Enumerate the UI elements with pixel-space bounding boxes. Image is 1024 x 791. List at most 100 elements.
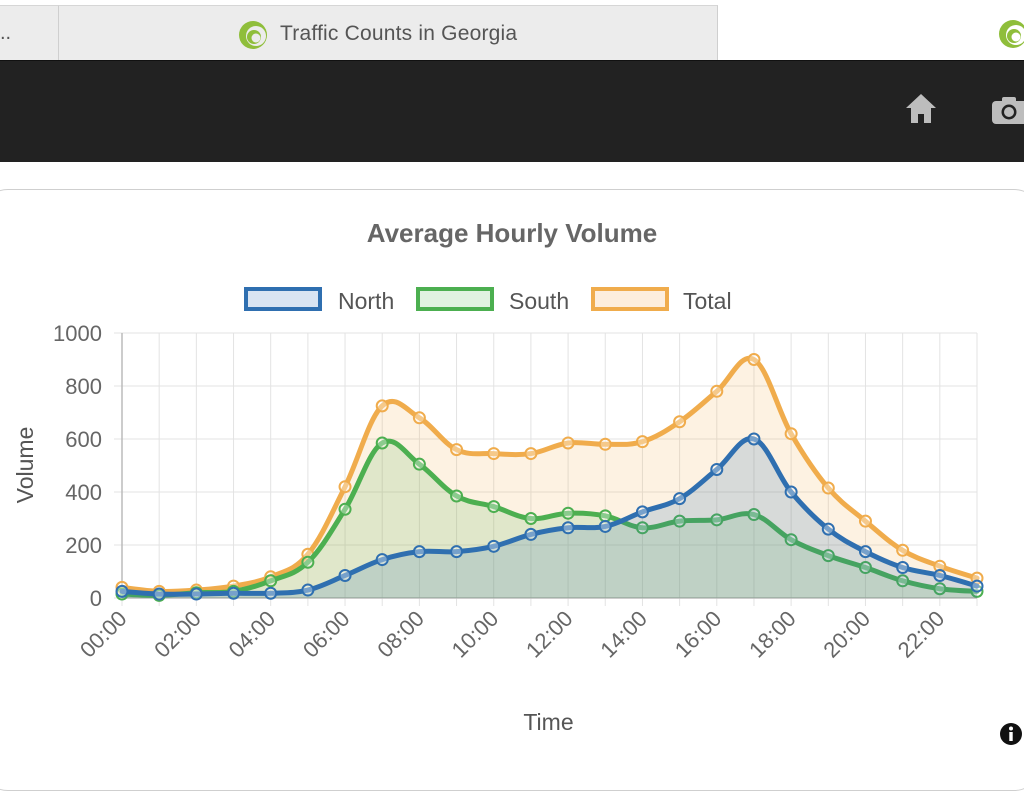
y-tick-label: 800 [65, 374, 102, 399]
data-point-north [896, 561, 910, 575]
data-point-total [821, 481, 835, 495]
line-chart: 0 200 400 600 800 1000 00:00 02:00 04:00 06:00 08:… [12, 321, 984, 735]
data-point-north [673, 492, 687, 506]
data-point-north [450, 545, 464, 559]
data-point-south [487, 500, 501, 514]
data-point-north [858, 545, 872, 559]
x-tick-label: 20:00 [818, 606, 875, 663]
data-point-total [598, 437, 612, 451]
data-point-north [227, 586, 241, 600]
data-point-north [338, 568, 352, 582]
legend-swatch-total [591, 287, 669, 311]
x-tick-label: 04:00 [224, 606, 281, 663]
data-point-total [710, 384, 724, 398]
y-tick-label: 400 [65, 480, 102, 505]
browser-tab-previous-label: .. [0, 22, 12, 44]
home-icon[interactable] [903, 91, 939, 127]
chart-panel [0, 189, 1024, 791]
legend-label-north: North [338, 288, 395, 314]
data-point-south [524, 512, 538, 525]
series-area-total [122, 358, 977, 598]
data-point-total [896, 543, 910, 557]
data-point-total [858, 514, 872, 528]
x-tick-label: 14:00 [595, 606, 652, 663]
data-point-total [784, 427, 798, 441]
legend-label-south: South [509, 288, 570, 314]
legend-label-total: Total [683, 288, 732, 314]
data-point-north [412, 545, 426, 559]
site-logo-icon [239, 21, 267, 49]
data-point-north [152, 587, 166, 601]
x-tick-label: 18:00 [744, 606, 801, 663]
browser-tab-title: Traffic Counts in Georgia [280, 22, 518, 45]
data-point-total [933, 559, 947, 573]
data-point-total [487, 447, 501, 461]
data-point-north [264, 586, 278, 600]
data-point-south [635, 521, 649, 535]
data-point-north [375, 553, 389, 567]
data-point-total [635, 435, 649, 449]
browser-tab-bar: .. Traffic Counts in Georgia [0, 0, 1024, 60]
data-point-north [115, 584, 129, 598]
data-point-north [784, 485, 798, 499]
x-tick-label: 02:00 [149, 606, 206, 663]
data-point-north [710, 462, 724, 476]
browser-tab-active[interactable]: Traffic Counts in Georgia [59, 5, 718, 60]
data-point-south [598, 509, 612, 523]
data-point-south [301, 555, 315, 569]
legend-swatch-south [416, 287, 494, 311]
data-point-total [561, 436, 575, 450]
site-logo-icon[interactable] [997, 18, 1024, 50]
data-point-south [561, 506, 575, 520]
series-line-total [119, 355, 980, 595]
x-tick-label: 00:00 [75, 606, 132, 663]
data-point-north [970, 579, 984, 593]
legend-swatch-north [244, 287, 322, 311]
chart-title: Average Hourly Volume [366, 218, 658, 248]
data-point-north [189, 587, 203, 601]
x-tick-label: 08:00 [372, 606, 429, 663]
data-point-north [747, 432, 761, 446]
data-point-total [524, 447, 538, 461]
data-point-south [747, 508, 761, 522]
data-point-total [450, 443, 464, 457]
data-point-south [821, 549, 835, 563]
data-point-south [710, 513, 724, 527]
data-point-total [375, 399, 389, 413]
y-tick-label: 600 [65, 427, 102, 452]
x-tick-label: 10:00 [447, 606, 504, 663]
x-axis-title: Time [523, 709, 573, 735]
data-point-total [747, 353, 761, 366]
series-line-south [119, 438, 980, 598]
data-point-south [412, 457, 426, 471]
data-point-south [450, 489, 464, 503]
data-point-south [375, 436, 389, 450]
app-navbar [0, 60, 1024, 162]
y-tick-label: 1000 [53, 321, 102, 346]
data-point-total [338, 480, 352, 494]
data-point-north [301, 583, 315, 597]
camera-icon[interactable] [990, 94, 1024, 126]
series-area-north [122, 438, 977, 598]
data-point-north [933, 568, 947, 582]
data-point-north [561, 521, 575, 535]
y-axis-title: Volume [12, 427, 38, 504]
data-point-north [821, 522, 835, 536]
data-point-south [933, 582, 947, 596]
data-point-south [264, 574, 278, 588]
browser-tab-previous[interactable]: .. [0, 5, 59, 60]
info-icon[interactable] [999, 722, 1023, 746]
x-tick-label: 12:00 [521, 606, 578, 663]
data-point-total [412, 411, 426, 425]
x-tick-label: 22:00 [893, 606, 950, 663]
series-line-north [119, 436, 980, 597]
series-area-south [122, 441, 977, 598]
y-tick-label: 0 [90, 586, 102, 611]
data-point-south [896, 574, 910, 588]
data-point-north [524, 527, 538, 541]
x-tick-label: 06:00 [298, 606, 355, 663]
data-point-south [784, 533, 798, 547]
data-point-south [673, 514, 687, 528]
data-point-north [487, 539, 501, 553]
data-point-north [598, 519, 612, 533]
